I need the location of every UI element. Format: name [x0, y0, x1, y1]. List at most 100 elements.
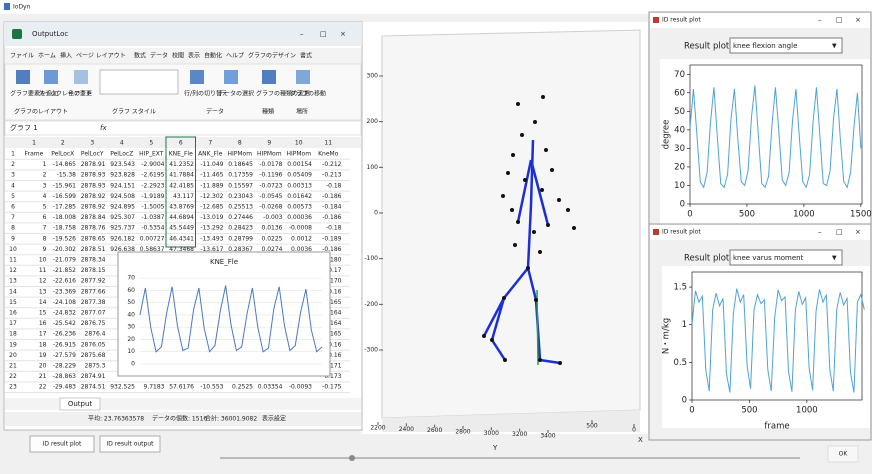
marker	[511, 153, 515, 157]
menu-item[interactable]: 数式	[134, 52, 146, 60]
cell: -0.213	[322, 172, 342, 179]
cell: 46.4341	[169, 235, 194, 242]
dropdown-arrow[interactable]: ▼	[832, 255, 837, 262]
cell: 926.182	[110, 235, 135, 242]
excel-chart-title: KNE_Fle	[210, 258, 238, 266]
status-view[interactable]: 表示設定	[262, 415, 286, 423]
ribbon-button[interactable]: データの選択	[218, 90, 254, 98]
menu-item[interactable]: 書式	[300, 52, 312, 60]
cell: 0.03354	[258, 384, 283, 391]
header-cell: HIPMom	[227, 151, 252, 158]
marker	[513, 243, 517, 247]
y-tick-label: 1	[682, 320, 687, 330]
menu-item[interactable]: 自動化	[204, 52, 222, 60]
y-tick-label: 10	[674, 181, 685, 191]
cell: -1.5005	[141, 204, 164, 211]
maximize[interactable]: □	[836, 16, 843, 24]
cell: -0.0723	[259, 182, 282, 189]
marker	[532, 230, 536, 234]
close[interactable]: ×	[855, 228, 861, 236]
ribbon-icon[interactable]	[224, 70, 238, 84]
y-tick-label: 50	[674, 107, 685, 117]
menu-item[interactable]: グラフのデザイン	[248, 52, 296, 60]
maximize[interactable]: □	[836, 228, 843, 236]
name-box[interactable]: グラフ 1	[10, 123, 38, 132]
y-tick-label: 40	[674, 125, 685, 135]
cell: -0.175	[322, 384, 342, 391]
close[interactable]: ×	[340, 30, 346, 38]
status-average: 平均: 23.76363578	[88, 415, 144, 423]
y-tick-label: 0	[680, 200, 685, 210]
maximize[interactable]: □	[320, 30, 327, 38]
cell: 2878.34	[81, 257, 106, 264]
ribbon-icon[interactable]	[44, 70, 58, 84]
minimize[interactable]: –	[300, 30, 304, 38]
menu-item[interactable]: ヘルプ	[226, 53, 244, 60]
x-tick-label: 2200	[370, 425, 385, 432]
cell: 42.4185	[169, 182, 194, 189]
y-tick-label: 0	[682, 396, 687, 406]
menu-item[interactable]: ファイル	[10, 53, 34, 60]
cell: 924.508	[110, 193, 135, 200]
row-number: 11	[9, 257, 17, 264]
button-label[interactable]: ID result output	[107, 441, 155, 448]
cell: 0.15597	[228, 182, 253, 189]
x-tick-label: 1500	[850, 210, 872, 220]
z-tick-label: -200	[364, 301, 378, 308]
menu-item[interactable]: ホーム	[38, 53, 56, 60]
ribbon-icon[interactable]	[16, 70, 30, 84]
marker	[510, 208, 514, 212]
cell: -0.18	[326, 225, 342, 232]
menu-item[interactable]: 校閲	[172, 52, 184, 60]
cell: 4	[43, 193, 47, 200]
dropdown-value[interactable]: knee flexion angle	[733, 42, 797, 50]
sheet-tab-label[interactable]: Output	[68, 400, 93, 408]
header-cell: HIPMom	[286, 151, 311, 158]
cell: -0.0008	[289, 225, 312, 232]
menu-item[interactable]: 挿入	[60, 52, 72, 60]
y-tick-label: 0.5	[673, 358, 687, 368]
cell: 925.307	[110, 214, 135, 221]
cell: -20.302	[53, 246, 76, 253]
cell: 0.28799	[228, 235, 253, 242]
cell: -21.852	[53, 267, 76, 274]
cell: 0.0136	[262, 225, 283, 232]
cell: -0.184	[322, 204, 342, 211]
ribbon-icon[interactable]	[262, 70, 276, 84]
chart-style-gallery[interactable]	[100, 70, 178, 94]
ok-label[interactable]: OK	[839, 451, 849, 458]
cell: 41.2352	[169, 161, 194, 168]
column-number: 6	[179, 140, 183, 147]
cell: -28.229	[53, 363, 76, 370]
dropdown-arrow[interactable]: ▼	[832, 43, 837, 50]
header-cell: KneMo	[318, 151, 339, 158]
ribbon-button[interactable]: 色の変更	[68, 90, 92, 98]
x-tick-label: 1000	[796, 406, 818, 416]
ribbon-icon[interactable]	[296, 70, 310, 84]
slider-thumb[interactable]	[349, 455, 355, 461]
cell: -26.915	[53, 341, 76, 348]
column-number: 2	[61, 140, 65, 147]
button-label[interactable]: ID result plot	[43, 441, 82, 448]
cell: -0.212	[322, 161, 342, 168]
dropdown-value[interactable]: knee varus moment	[733, 254, 804, 262]
cell: 14	[39, 299, 47, 306]
minimize[interactable]: –	[818, 16, 822, 24]
x-axis-label: X	[638, 436, 643, 444]
z-tick-label: 100	[367, 164, 379, 171]
menu-item[interactable]: データ	[150, 52, 168, 60]
close[interactable]: ×	[855, 16, 861, 24]
row-number: 18	[9, 331, 17, 338]
ribbon-icon[interactable]	[74, 70, 88, 84]
cell: 9.7183	[144, 384, 165, 391]
menu-item[interactable]: ページ レイアウト	[76, 52, 126, 60]
x-tick-label: 2800	[455, 429, 470, 436]
ribbon-icon[interactable]	[190, 70, 204, 84]
ribbon-button[interactable]: グラフの移動	[290, 90, 326, 98]
y-axis-label: N・m/kg	[662, 318, 672, 354]
cell: 2877.38	[81, 299, 106, 306]
column-number: 5	[149, 140, 153, 147]
minimize[interactable]: –	[818, 228, 822, 236]
menu-item[interactable]: 表示	[188, 52, 200, 60]
cell: -0.1196	[259, 172, 282, 179]
